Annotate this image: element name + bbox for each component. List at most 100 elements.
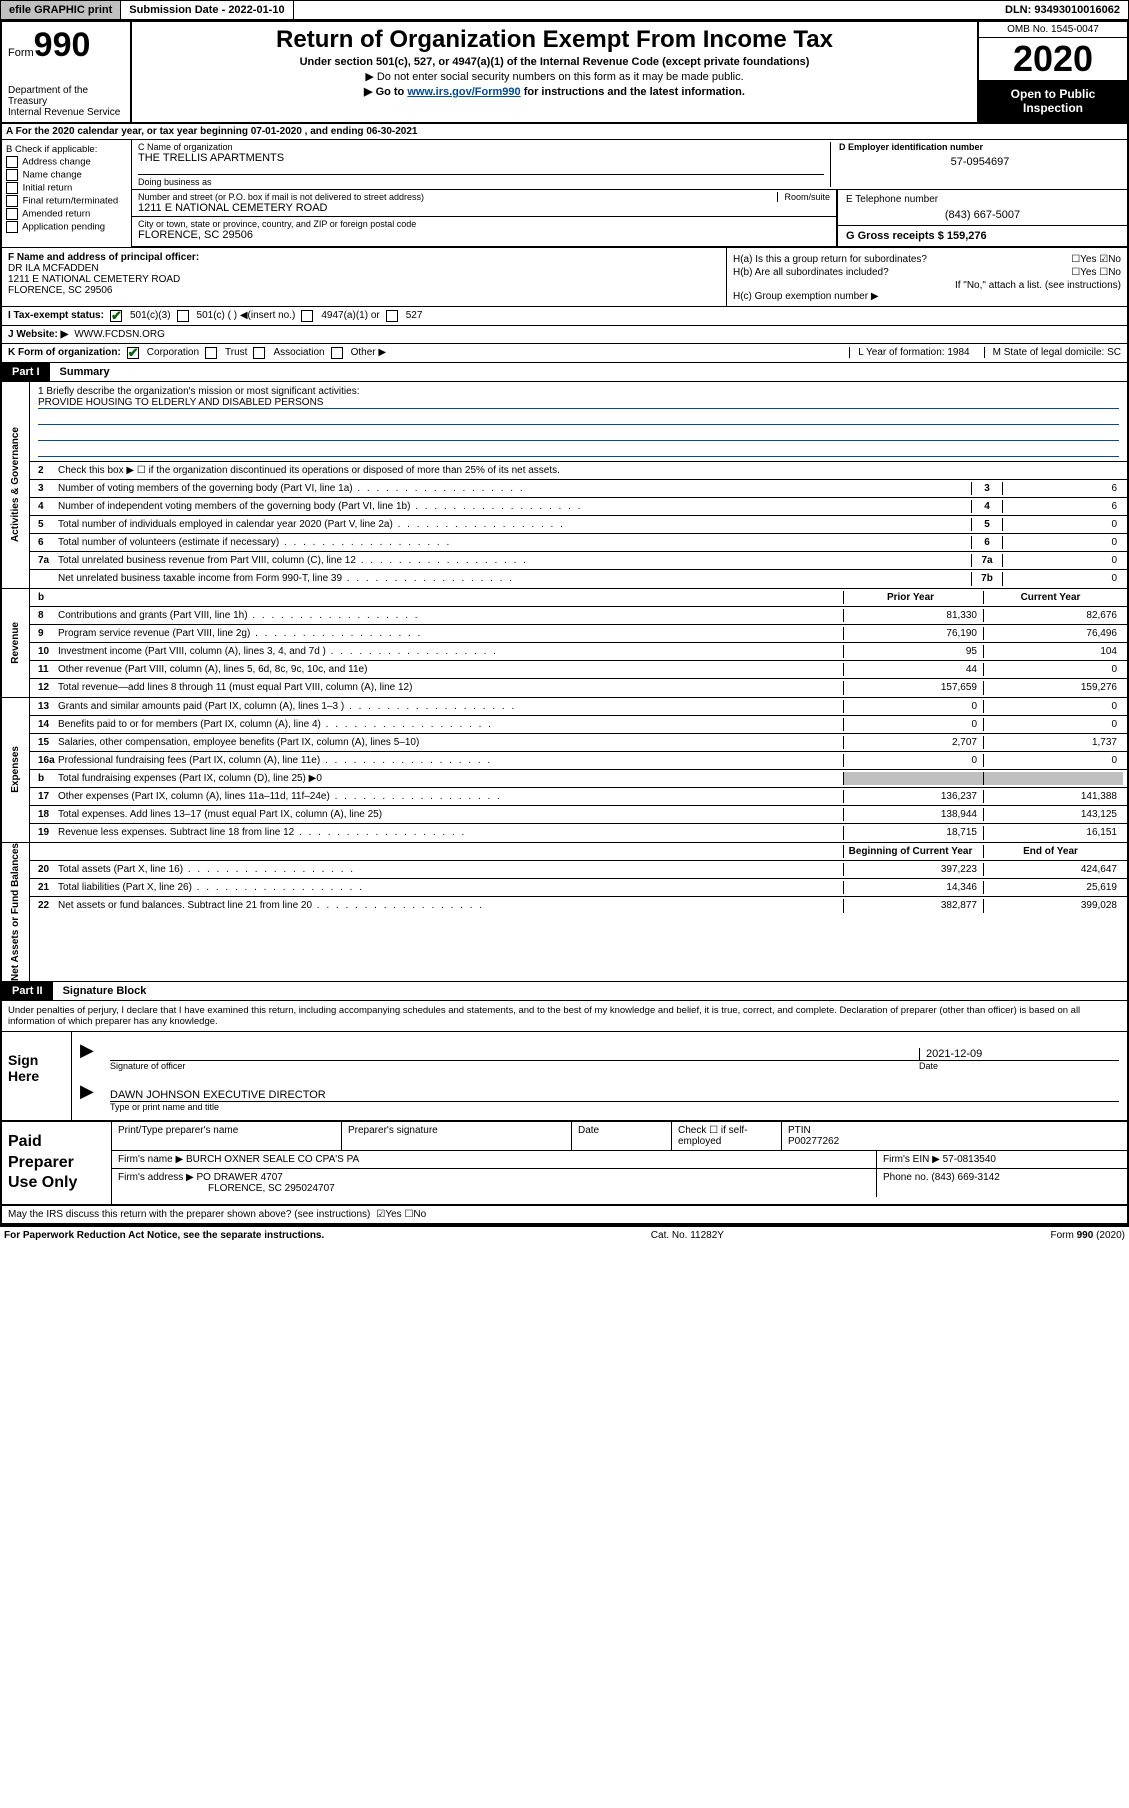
header-middle: Return of Organization Exempt From Incom… xyxy=(132,22,977,122)
form-990-number: 990 xyxy=(34,26,91,64)
line-4: 4Number of independent voting members of… xyxy=(30,498,1127,516)
cb-application-pending[interactable]: Application pending xyxy=(6,221,127,233)
net-assets-section: Net Assets or Fund Balances Beginning of… xyxy=(2,843,1127,982)
footer-catno: Cat. No. 11282Y xyxy=(651,1230,724,1241)
city-cell: City or town, state or province, country… xyxy=(132,217,836,243)
dept-treasury: Department of the Treasury Internal Reve… xyxy=(8,85,124,118)
header-right: OMB No. 1545-0047 2020 Open to Public In… xyxy=(977,22,1127,122)
link-suffix: for instructions and the latest informat… xyxy=(521,86,745,98)
part-i-header: Part I Summary xyxy=(2,363,1127,382)
cb-501c3[interactable] xyxy=(110,310,122,322)
row-a-tax-year: A For the 2020 calendar year, or tax yea… xyxy=(2,124,1127,140)
prep-name-hdr: Print/Type preparer's name xyxy=(112,1122,342,1150)
irs-gov-link[interactable]: www.irs.gov/Form990 xyxy=(407,86,520,98)
ein-value: 57-0954697 xyxy=(839,156,1121,168)
state-domicile: M State of legal domicile: SC xyxy=(984,347,1121,358)
form-number: Form990 xyxy=(8,26,124,65)
part-ii-title: Signature Block xyxy=(53,982,1127,1000)
officer-print-name: DAWN JOHNSON EXECUTIVE DIRECTOR xyxy=(110,1089,1119,1102)
mission-label: 1 Briefly describe the organization's mi… xyxy=(38,386,1119,397)
line-18: 18Total expenses. Add lines 13–17 (must … xyxy=(30,806,1127,824)
cb-trust[interactable] xyxy=(205,347,217,359)
col-b-checkboxes: B Check if applicable: Address change Na… xyxy=(2,140,132,247)
revenue-tab: Revenue xyxy=(2,589,30,697)
cb-4947[interactable] xyxy=(301,310,313,322)
line-7a: 7aTotal unrelated business revenue from … xyxy=(30,552,1127,570)
page-footer: For Paperwork Reduction Act Notice, see … xyxy=(0,1227,1129,1244)
cb-address-change[interactable]: Address change xyxy=(6,156,127,168)
subtitle-link-row: ▶ Go to www.irs.gov/Form990 for instruct… xyxy=(140,85,969,98)
line-16a: 16aProfessional fundraising fees (Part I… xyxy=(30,752,1127,770)
cb-527[interactable] xyxy=(386,310,398,322)
sig-date-label: Date xyxy=(919,1061,1119,1071)
line-7b: Net unrelated business taxable income fr… xyxy=(30,570,1127,588)
ptin-label: PTIN xyxy=(788,1125,811,1136)
firm-ein: 57-0813540 xyxy=(943,1154,996,1165)
cb-501c[interactable] xyxy=(177,310,189,322)
discuss-row: May the IRS discuss this return with the… xyxy=(2,1206,1127,1225)
col-c-org-info: C Name of organization THE TRELLIS APART… xyxy=(132,140,1127,247)
net-assets-tab: Net Assets or Fund Balances xyxy=(2,843,30,981)
efile-print-button[interactable]: efile GRAPHIC print xyxy=(1,1,121,19)
hb-answer: ☐Yes ☐No xyxy=(1071,267,1121,278)
prep-firm-row: Firm's name ▶ BURCH OXNER SEALE CO CPA'S… xyxy=(112,1151,1127,1169)
line-22: 22Net assets or fund balances. Subtract … xyxy=(30,897,1127,915)
street-value: 1211 E NATIONAL CEMETERY ROAD xyxy=(138,202,830,214)
arrow-icon: ▶ xyxy=(80,1040,110,1061)
expenses-tab: Expenses xyxy=(2,698,30,842)
section-bcd: B Check if applicable: Address change Na… xyxy=(2,140,1127,248)
cb-other[interactable] xyxy=(331,347,343,359)
ha-question: H(a) Is this a group return for subordin… xyxy=(733,254,927,265)
part-ii-header: Part II Signature Block xyxy=(2,982,1127,1001)
print-name-label: Type or print name and title xyxy=(110,1102,1119,1112)
form-prefix: Form xyxy=(8,47,34,59)
prep-selfemp-hdr: Check ☐ if self-employed xyxy=(672,1122,782,1150)
line-6: 6Total number of volunteers (estimate if… xyxy=(30,534,1127,552)
governance-tab: Activities & Governance xyxy=(2,382,30,588)
revenue-section: Revenue bPrior YearCurrent Year 8Contrib… xyxy=(2,589,1127,698)
line-11: 11Other revenue (Part VIII, column (A), … xyxy=(30,661,1127,679)
firm-addr1: PO DRAWER 4707 xyxy=(197,1172,283,1183)
principal-officer-block: F Name and address of principal officer:… xyxy=(2,248,727,306)
subtitle-ssn: ▶ Do not enter social security numbers o… xyxy=(140,70,969,83)
cb-amended-return[interactable]: Amended return xyxy=(6,208,127,220)
part-i-label: Part I xyxy=(2,363,50,381)
line-9: 9Program service revenue (Part VIII, lin… xyxy=(30,625,1127,643)
expenses-section: Expenses 13Grants and similar amounts pa… xyxy=(2,698,1127,843)
officer-addr1: 1211 E NATIONAL CEMETERY ROAD xyxy=(8,274,180,285)
governance-section: Activities & Governance 1 Briefly descri… xyxy=(2,382,1127,589)
header-left: Form990 Department of the Treasury Inter… xyxy=(2,22,132,122)
cb-association[interactable] xyxy=(253,347,265,359)
cb-corporation[interactable] xyxy=(127,347,139,359)
section-fh: F Name and address of principal officer:… xyxy=(2,248,1127,307)
paid-preparer-label: Paid Preparer Use Only xyxy=(2,1122,112,1204)
firm-name: BURCH OXNER SEALE CO CPA'S PA xyxy=(186,1154,359,1165)
tax-year: 2020 xyxy=(979,38,1127,81)
cb-final-return[interactable]: Final return/terminated xyxy=(6,195,127,207)
prep-header-row: Print/Type preparer's name Preparer's si… xyxy=(112,1122,1127,1151)
dln-number: DLN: 93493010016062 xyxy=(997,1,1128,19)
sign-date: 2021-12-09 xyxy=(919,1048,1119,1061)
group-return-block: H(a) Is this a group return for subordin… xyxy=(727,248,1127,306)
sign-here-label: Sign Here xyxy=(2,1032,72,1120)
line-13: 13Grants and similar amounts paid (Part … xyxy=(30,698,1127,716)
footer-form: Form 990 (2020) xyxy=(1051,1230,1125,1241)
row-j-website: J Website: ▶ WWW.FCDSN.ORG xyxy=(2,326,1127,344)
line-19: 19Revenue less expenses. Subtract line 1… xyxy=(30,824,1127,842)
line-20: 20Total assets (Part X, line 16)397,2234… xyxy=(30,861,1127,879)
footer-paperwork: For Paperwork Reduction Act Notice, see … xyxy=(4,1230,324,1241)
cb-name-change[interactable]: Name change xyxy=(6,169,127,181)
street-cell: Number and street (or P.O. box if mail i… xyxy=(132,190,836,217)
website-value: WWW.FCDSN.ORG xyxy=(74,329,165,340)
prep-addr-row: Firm's address ▶ PO DRAWER 4707FLORENCE,… xyxy=(112,1169,1127,1197)
mission-text: PROVIDE HOUSING TO ELDERLY AND DISABLED … xyxy=(38,397,323,408)
firm-addr2: FLORENCE, SC 295024707 xyxy=(208,1183,335,1194)
line-2: 2Check this box ▶ ☐ if the organization … xyxy=(30,462,1127,480)
cb-initial-return[interactable]: Initial return xyxy=(6,182,127,194)
ein-label: D Employer identification number xyxy=(839,142,1121,152)
year-formation: L Year of formation: 1984 xyxy=(849,347,977,358)
phone-value: (843) 667-5007 xyxy=(846,209,1119,221)
line-14: 14Benefits paid to or for members (Part … xyxy=(30,716,1127,734)
b-intro: B Check if applicable: xyxy=(6,144,127,155)
omb-number: OMB No. 1545-0047 xyxy=(979,22,1127,38)
